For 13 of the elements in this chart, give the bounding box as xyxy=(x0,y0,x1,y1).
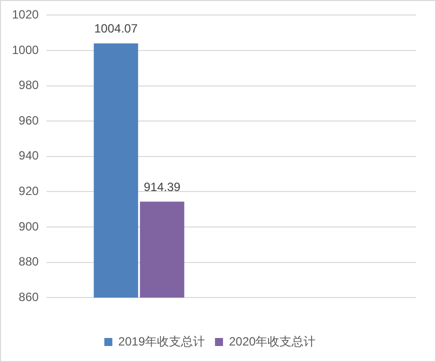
data-label: 1004.07 xyxy=(94,22,138,36)
data-label: 914.39 xyxy=(144,180,181,194)
y-tick-label: 940 xyxy=(18,148,40,163)
y-tick-label: 860 xyxy=(18,290,40,304)
y-tick-label: 1020 xyxy=(12,8,40,22)
y-tick-label: 920 xyxy=(18,184,40,198)
y-tick-label: 980 xyxy=(18,78,40,92)
y-tick-label: 900 xyxy=(18,219,40,234)
legend-label: 2020年收支总计 xyxy=(229,334,316,348)
y-tick-label: 960 xyxy=(18,113,40,128)
y-tick-label: 1000 xyxy=(12,42,40,57)
y-tick-label: 880 xyxy=(18,254,40,269)
legend-label: 2019年收支总计 xyxy=(118,334,206,348)
